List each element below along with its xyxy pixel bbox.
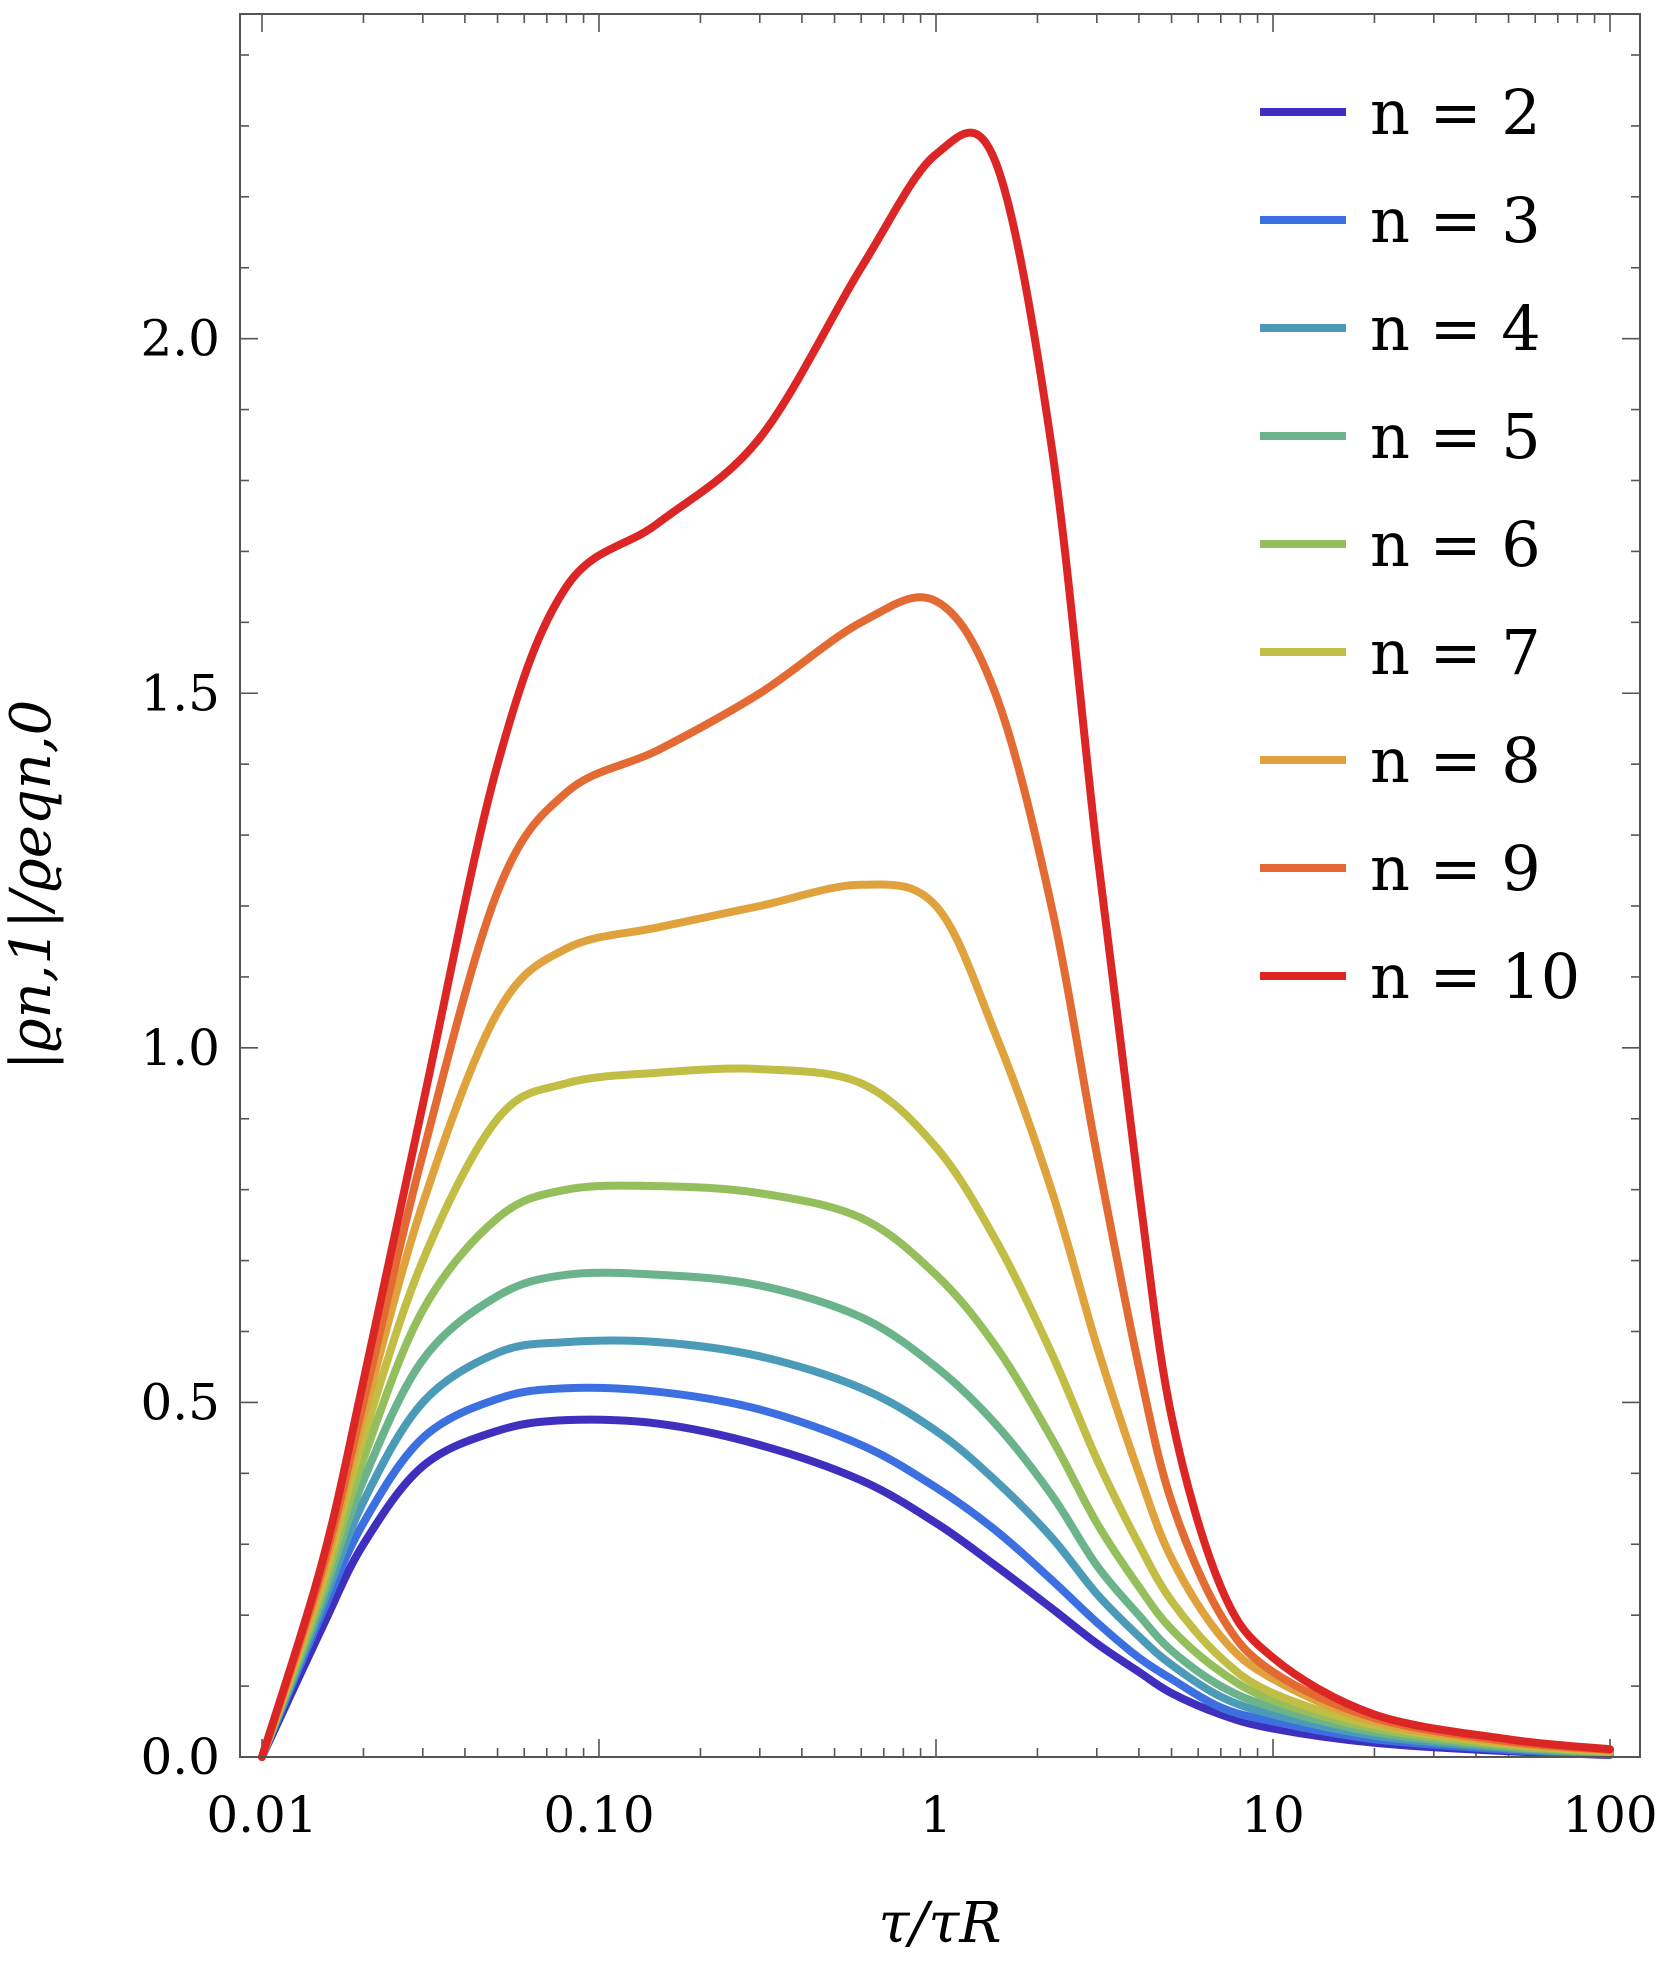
legend-item: n = 4	[1260, 292, 1541, 365]
series-line-7	[258, 1064, 1614, 1761]
x-tick-label: 0.10	[543, 1786, 654, 1844]
labels-layer: 0.01 0.10 1 10 100 0.0 0.5 1.0 1.5 2.0	[140, 310, 1657, 1844]
legend-item: n = 5	[1260, 400, 1541, 473]
series-line-5	[258, 1268, 1614, 1761]
x-axis-label: τ/τR	[879, 1891, 1002, 1956]
legend: n = 2 n = 3 n = 4 n = 5 n = 6 n = 7 n = 8 n = 9…	[1260, 76, 1580, 1013]
x-tick-label: 100	[1562, 1786, 1657, 1844]
series-line-6	[258, 1181, 1614, 1761]
legend-label: n = 7	[1370, 616, 1541, 689]
legend-label: n = 2	[1370, 76, 1541, 149]
y-axis-label: |ϱn,1|/ϱeqn,0	[0, 700, 64, 1070]
legend-label: n = 9	[1370, 832, 1541, 905]
legend-label: n = 4	[1370, 292, 1541, 365]
legend-item: n = 9	[1260, 832, 1541, 905]
legend-item: n = 8	[1260, 724, 1541, 797]
legend-item: n = 2	[1260, 76, 1541, 149]
legend-label: n = 8	[1370, 724, 1541, 797]
series-line-4	[258, 1336, 1614, 1761]
legend-label: n = 10	[1370, 940, 1580, 1013]
legend-label: n = 6	[1370, 508, 1541, 581]
legend-item: n = 7	[1260, 616, 1541, 689]
x-tick-label: 0.01	[206, 1786, 317, 1844]
series-line-8	[258, 880, 1614, 1761]
legend-label: n = 3	[1370, 184, 1541, 257]
y-tick-label: 0.0	[140, 1728, 220, 1786]
y-tick-label: 2.0	[140, 310, 220, 368]
legend-item: n = 10	[1260, 940, 1580, 1013]
series-line-10	[258, 128, 1614, 1761]
y-tick-label: 1.5	[140, 664, 220, 722]
legend-item: n = 6	[1260, 508, 1541, 581]
y-tick-label: 0.5	[140, 1373, 220, 1431]
series-line-3	[258, 1383, 1614, 1761]
series-line-2	[258, 1415, 1614, 1761]
series-line-9	[258, 593, 1614, 1761]
legend-label: n = 5	[1370, 400, 1541, 473]
plot-frame	[239, 13, 1641, 1758]
x-tick-label: 10	[1241, 1786, 1305, 1844]
y-tick-label: 1.0	[140, 1019, 220, 1077]
series-layer	[258, 128, 1614, 1761]
x-tick-label: 1	[920, 1786, 952, 1844]
legend-item: n = 3	[1260, 184, 1541, 257]
